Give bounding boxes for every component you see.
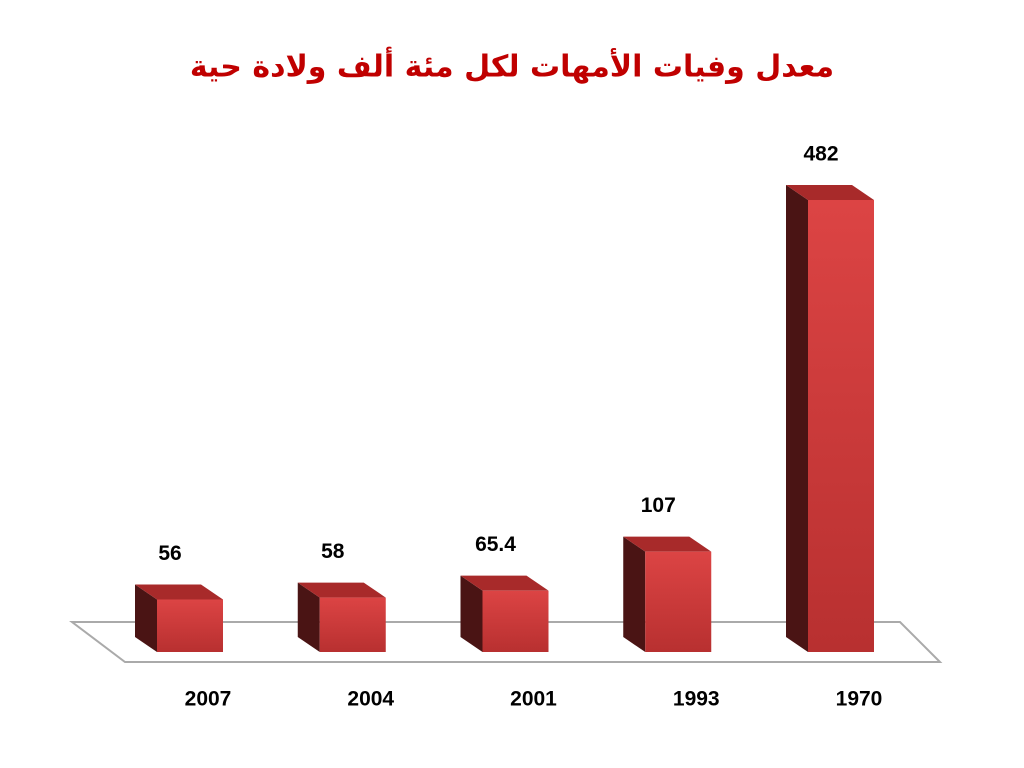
bar [297, 582, 386, 652]
bar [786, 185, 874, 652]
bar [623, 536, 712, 652]
bar-side [297, 582, 320, 652]
data-label: 56 [158, 542, 181, 565]
x-tick-label: 2001 [510, 688, 557, 711]
bar-side [786, 185, 808, 652]
bar-front [319, 597, 386, 652]
bar [135, 584, 223, 652]
bar-side [135, 584, 157, 652]
data-label: 58 [321, 540, 345, 563]
bar-front [645, 551, 712, 652]
bar-side [460, 575, 483, 652]
x-tick-label: 2007 [185, 688, 232, 711]
bar-top [297, 582, 386, 598]
data-label: 482 [803, 143, 838, 166]
bar-top [623, 536, 712, 552]
data-label: 65.4 [475, 533, 516, 556]
bar-top [460, 575, 549, 591]
bar-front [808, 200, 874, 652]
bar-top [786, 185, 874, 200]
chart-title: معدل وفيات الأمهات لكل مئة ألف ولادة حية [190, 47, 834, 85]
bar-side [623, 536, 646, 652]
x-tick-label: 2004 [347, 688, 394, 711]
data-label: 107 [641, 494, 676, 517]
bar-top [135, 584, 223, 600]
bar [460, 575, 549, 652]
bar-front [157, 599, 223, 652]
bar-front [482, 590, 549, 652]
x-tick-label: 1970 [836, 688, 883, 711]
x-tick-label: 1993 [673, 688, 720, 711]
